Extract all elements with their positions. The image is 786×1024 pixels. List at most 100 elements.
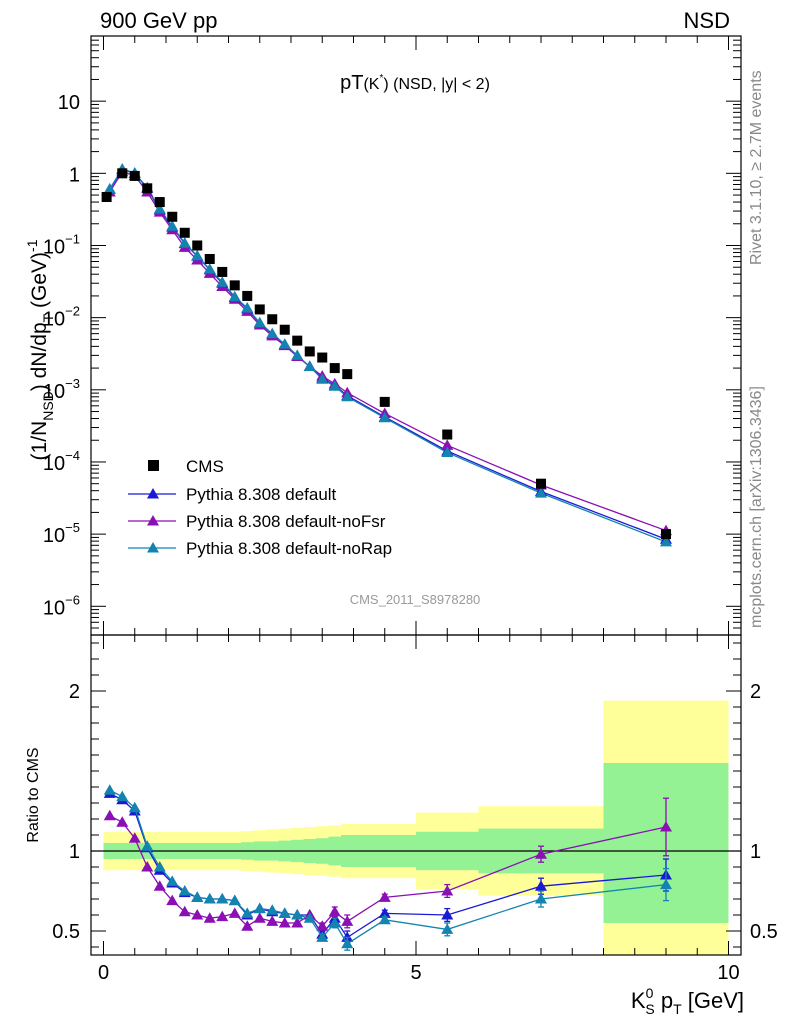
ratio-xlabel: K0 S pT [GeV] xyxy=(631,985,744,1017)
main-point xyxy=(103,182,116,194)
main-title-paren: (K xyxy=(363,76,379,93)
ratio-point xyxy=(128,832,141,843)
watermark: CMS_2011_S8978280 xyxy=(350,592,481,607)
ratio-point xyxy=(328,917,341,928)
ratio-point xyxy=(341,937,354,949)
ratio-point xyxy=(278,907,291,918)
main-point xyxy=(660,535,672,547)
ratio-point xyxy=(535,848,547,859)
ratio-point xyxy=(178,885,191,896)
ratio-point xyxy=(441,885,454,896)
ratio-point xyxy=(266,915,279,926)
ratio-point xyxy=(266,904,279,915)
ratio-point xyxy=(141,840,154,851)
xlabel-p: p xyxy=(655,988,673,1013)
legend-marker xyxy=(147,488,159,499)
ratio-point xyxy=(341,915,354,926)
header-right: NSD xyxy=(684,8,730,33)
ratio-point xyxy=(241,920,254,931)
main-point xyxy=(241,302,254,313)
ratio-point xyxy=(153,861,166,872)
ratio-point xyxy=(441,923,454,934)
main-point xyxy=(153,203,166,214)
cms-point xyxy=(442,429,453,440)
ratio-point xyxy=(191,909,204,920)
ratio-point xyxy=(178,905,191,917)
cms-point xyxy=(342,369,353,380)
ratio-point xyxy=(216,910,229,922)
ylabel-b-sub: T xyxy=(40,313,56,322)
ratio-xtick-label: 10 xyxy=(717,962,739,984)
main-ytick-labels: 10 1 10−1 10−2 10−3 10−4 10−5 10−6 xyxy=(43,92,80,619)
ratio-xtick-label: 0 xyxy=(98,962,109,984)
ratio-point xyxy=(141,861,154,872)
ratio-point xyxy=(660,821,672,832)
ratio-point xyxy=(166,894,179,906)
main-point xyxy=(535,487,547,498)
ratio-line xyxy=(109,789,667,945)
main-point xyxy=(203,263,216,274)
ratio-xtick-label: 5 xyxy=(410,962,421,984)
main-point xyxy=(378,411,391,423)
legend-marker xyxy=(147,515,159,526)
ratio-point xyxy=(441,909,454,920)
cms-point xyxy=(304,346,315,357)
cms-point xyxy=(329,363,340,374)
cms-point xyxy=(179,227,190,238)
main-point xyxy=(441,446,454,458)
main-point xyxy=(253,316,266,328)
main-panel: pT(K*) (NSD, |y| < 2) CMS_2011_S8978280 … xyxy=(24,35,742,636)
main-ytick-label: 1 xyxy=(69,164,80,186)
ratio-point xyxy=(116,790,129,802)
main-point xyxy=(216,276,229,287)
cms-point xyxy=(204,253,215,264)
ratio-point xyxy=(203,912,216,923)
header-left: 900 GeV pp xyxy=(100,8,217,33)
main-point xyxy=(266,327,279,339)
xlabel-k: K xyxy=(631,988,646,1013)
ratio-ylabel: Ratio to CMS xyxy=(25,747,42,842)
cms-point xyxy=(279,324,290,335)
ratio-ytick-label: 2 xyxy=(69,681,80,703)
ratio-point xyxy=(203,893,216,904)
main-ytick-label: 10−4 xyxy=(43,448,80,475)
main-point xyxy=(303,360,316,372)
cms-point xyxy=(117,168,128,179)
ratio-line xyxy=(109,815,667,928)
ylabel-c: (GeV) xyxy=(28,252,51,314)
legend-label: CMS xyxy=(186,457,224,476)
main-point xyxy=(341,390,354,402)
ratio-point xyxy=(228,894,241,906)
main-point xyxy=(316,373,329,384)
main-title-close: ) xyxy=(383,76,388,93)
ratio-ytick-label-right: 2 xyxy=(750,681,761,703)
ratio-ytick-label: 0.5 xyxy=(52,921,80,943)
main-line xyxy=(109,171,667,532)
ratio-ytick-label-right: 1 xyxy=(750,841,761,863)
ratio-axes: 0 5 10 0.5 0.5 1 1 2 2 xyxy=(52,634,778,984)
main-ytick-label: 10 xyxy=(58,92,80,114)
ratio-point xyxy=(278,917,291,928)
main-point xyxy=(228,290,241,302)
xlabel-k-sup: 0 xyxy=(646,985,654,1001)
ratio-ytick-label: 1 xyxy=(69,841,80,863)
legend-label: Pythia 8.308 default-noRap xyxy=(186,539,392,558)
main-ytick-label: 10−6 xyxy=(43,592,80,619)
ratio-point xyxy=(328,905,341,917)
ratio-point xyxy=(103,784,116,795)
cms-point xyxy=(229,280,240,291)
ratio-point xyxy=(535,880,547,891)
main-title-star: * xyxy=(379,73,383,84)
ratio-point xyxy=(128,801,141,813)
ratio-point xyxy=(241,907,254,918)
ylabel-a-sub: NSD xyxy=(40,391,56,421)
cms-point xyxy=(142,183,153,194)
xlabel-unit: [GeV] xyxy=(682,988,744,1013)
ratio-point xyxy=(378,891,391,902)
ratio-point xyxy=(378,907,391,918)
main-marks xyxy=(101,162,672,547)
legend-marker xyxy=(147,542,159,553)
main-ytick-label: 10−5 xyxy=(43,520,80,547)
ratio-point xyxy=(291,909,304,920)
ratio-point xyxy=(216,893,229,904)
